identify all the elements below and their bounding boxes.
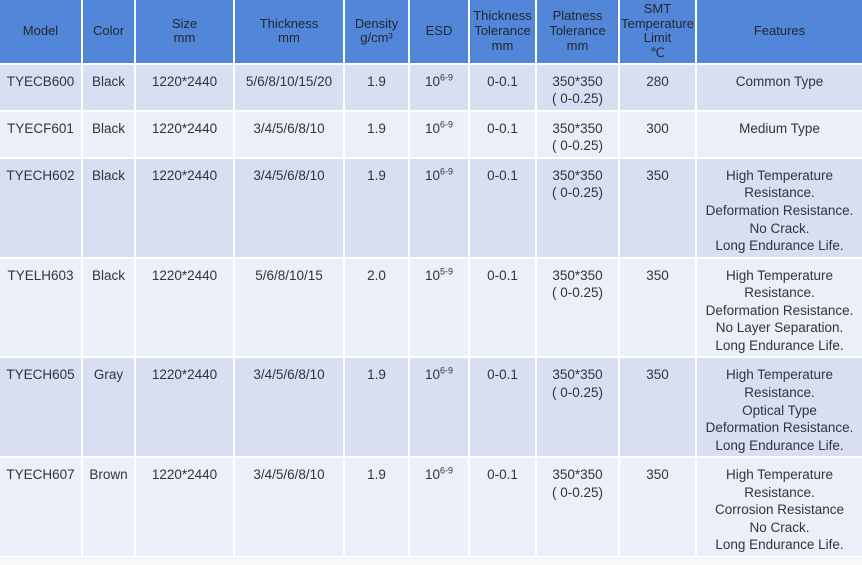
density-cell: 2.0 [345,258,410,359]
thickness_tolerance-cell: 0-0.1 [470,258,537,359]
features-cell: High Temperature Resistance. Deformation… [697,258,862,359]
thickness_tolerance-cell: 0-0.1 [470,358,537,459]
thickness_tolerance-cell: 0-0.1 [470,158,537,259]
esd-base: 10 [424,267,440,283]
size-cell: 1220*2440 [136,111,235,159]
smt_limit-cell: 350 [620,158,697,259]
thickness-cell: 5/6/8/10/15 [235,258,345,359]
esd-base: 10 [424,467,440,483]
table-row: TYECF601 Black 1220*2440 3/4/5/6/8/10 1.9 106… [0,111,862,159]
column-header-esd: ESD [410,0,470,65]
density-cell: 1.9 [345,111,410,159]
thickness-cell: 3/4/5/6/8/10 [235,111,345,159]
table-row: TYECH607 Brown 1220*2440 3/4/5/6/8/10 1.9 106… [0,458,862,558]
esd-exponent: 5-9 [440,266,454,277]
smt_limit-cell: 300 [620,111,697,159]
esd-cell: 106-9 [410,111,470,159]
platness_tolerance-cell: 350*350 ( 0-0.25) [537,358,620,459]
table-row: TYECB600 Black 1220*2440 5/6/8/10/15/20 1.9 1… [0,64,862,112]
thickness_tolerance-cell: 0-0.1 [470,458,537,558]
density-cell: 1.9 [345,64,410,112]
esd-base: 10 [424,367,440,383]
thickness_tolerance-cell: 0-0.1 [470,64,537,112]
esd-exponent: 6-9 [440,119,454,130]
density-cell: 1.9 [345,358,410,459]
platness_tolerance-cell: 350*350 ( 0-0.25) [537,111,620,159]
header-row: Model Color Size mm Thickness mm Density g/c… [0,0,862,65]
features-cell: High Temperature Resistance. Optical Typ… [697,358,862,459]
column-header-color: Color [83,0,136,65]
table-row: TYECH605 Gray 1220*2440 3/4/5/6/8/10 1.9 106-… [0,358,862,459]
features-cell: High Temperature Resistance. Deformation… [697,158,862,259]
column-header-size: Size mm [136,0,235,65]
size-cell: 1220*2440 [136,358,235,459]
model-cell: TYELH603 [0,258,83,359]
column-header-platness_tolerance: Platness Tolerance mm [537,0,620,65]
thickness-cell: 5/6/8/10/15/20 [235,64,345,112]
table-row: TYELH603 Black 1220*2440 5/6/8/10/15 2.0 105-… [0,258,862,359]
esd-exponent: 6-9 [440,365,454,376]
platness_tolerance-cell: 350*350 ( 0-0.25) [537,458,620,558]
color-cell: Brown [83,458,136,558]
esd-cell: 106-9 [410,64,470,112]
features-cell: Medium Type [697,111,862,159]
esd-exponent: 6-9 [440,72,454,83]
model-cell: TYECH605 [0,358,83,459]
color-cell: Black [83,158,136,259]
color-cell: Black [83,64,136,112]
column-header-model: Model [0,0,83,65]
platness_tolerance-cell: 350*350 ( 0-0.25) [537,158,620,259]
thickness_tolerance-cell: 0-0.1 [470,111,537,159]
model-cell: TYECB600 [0,64,83,112]
esd-base: 10 [424,73,440,89]
size-cell: 1220*2440 [136,64,235,112]
column-header-thickness_tolerance: Thickness Tolerance mm [470,0,537,65]
table-row: TYECH602 Black 1220*2440 3/4/5/6/8/10 1.9 106… [0,158,862,259]
color-cell: Gray [83,358,136,459]
column-header-features: Features [697,0,862,65]
size-cell: 1220*2440 [136,158,235,259]
smt_limit-cell: 350 [620,358,697,459]
size-cell: 1220*2440 [136,258,235,359]
thickness-cell: 3/4/5/6/8/10 [235,458,345,558]
column-header-thickness: Thickness mm [235,0,345,65]
column-header-smt_limit: SMT Temperature Limit ℃ [620,0,697,65]
table-body: TYECB600 Black 1220*2440 5/6/8/10/15/20 1.9 1… [0,64,862,558]
esd-cell: 106-9 [410,358,470,459]
thickness-cell: 3/4/5/6/8/10 [235,158,345,259]
esd-exponent: 6-9 [440,465,454,476]
smt_limit-cell: 350 [620,258,697,359]
esd-base: 10 [424,167,440,183]
platness_tolerance-cell: 350*350 ( 0-0.25) [537,64,620,112]
smt_limit-cell: 350 [620,458,697,558]
esd-base: 10 [424,120,440,136]
model-cell: TYECF601 [0,111,83,159]
esd-exponent: 6-9 [440,166,454,177]
thickness-cell: 3/4/5/6/8/10 [235,358,345,459]
platness_tolerance-cell: 350*350 ( 0-0.25) [537,258,620,359]
bottom-margin-strip [0,557,862,565]
features-cell: Common Type [697,64,862,112]
model-cell: TYECH607 [0,458,83,558]
color-cell: Black [83,111,136,159]
density-cell: 1.9 [345,158,410,259]
smt_limit-cell: 280 [620,64,697,112]
features-cell: High Temperature Resistance. Corrosion R… [697,458,862,558]
esd-cell: 106-9 [410,158,470,259]
size-cell: 1220*2440 [136,458,235,558]
color-cell: Black [83,258,136,359]
column-header-density: Density g/cm³ [345,0,410,65]
density-cell: 1.9 [345,458,410,558]
esd-cell: 106-9 [410,458,470,558]
model-cell: TYECH602 [0,158,83,259]
esd-cell: 105-9 [410,258,470,359]
